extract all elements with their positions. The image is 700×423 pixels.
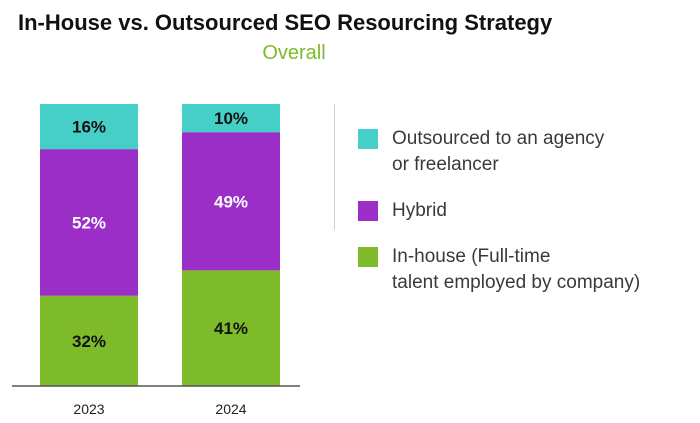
data-label-2023-outsourced-to-an-agency: 16% <box>72 118 106 137</box>
bar-2023-outsourced-to-an-agency <box>40 104 138 150</box>
legend-label-hybrid: Hybrid <box>392 200 447 221</box>
x-tick-label-2024: 2024 <box>215 401 246 417</box>
legend-swatch-outsourced <box>358 129 378 149</box>
legend-swatch-inhouse <box>358 247 378 267</box>
x-tick-labels: 2023 2024 <box>73 401 246 417</box>
data-label-2024-in-house-full-time: 41% <box>214 319 248 338</box>
bar-2024-outsourced-to-an-agency <box>182 104 280 133</box>
bar-2023-in-house-full-time <box>40 295 138 386</box>
data-label-2023-in-house-full-time: 32% <box>72 332 106 351</box>
chart-subtitle: Overall <box>262 42 326 64</box>
legend-item-outsourced: Outsourced to an agency or freelancer <box>358 126 688 178</box>
bar-2024-hybrid <box>182 132 280 271</box>
chart-title: In-House vs. Outsourced SEO Resourcing S… <box>18 10 553 35</box>
legend-label-inhouse: In-house (Full-time talent employed by c… <box>392 246 641 293</box>
x-tick-label-2023: 2023 <box>73 401 104 417</box>
data-label-2024-outsourced-to-an-agency: 10% <box>214 109 248 128</box>
stacked-bar-chart: 32% 52% 16% 41% 49% 10% 2023 2024 <box>12 104 300 417</box>
legend: Outsourced to an agency or freelancer Hy… <box>358 126 688 316</box>
legend-divider <box>334 104 335 230</box>
legend-label-outsourced: Outsourced to an agency or freelancer <box>392 128 605 175</box>
legend-item-hybrid: Hybrid <box>358 198 688 224</box>
bar-2024-in-house-full-time <box>182 270 280 386</box>
data-label-2023-hybrid: 52% <box>72 213 106 232</box>
legend-item-inhouse: In-house (Full-time talent employed by c… <box>358 244 688 296</box>
bars-group: 32% 52% 16% 41% 49% 10% <box>40 104 280 386</box>
bar-2023-hybrid <box>40 149 138 296</box>
data-label-2024-hybrid: 49% <box>214 192 248 211</box>
legend-swatch-hybrid <box>358 201 378 221</box>
